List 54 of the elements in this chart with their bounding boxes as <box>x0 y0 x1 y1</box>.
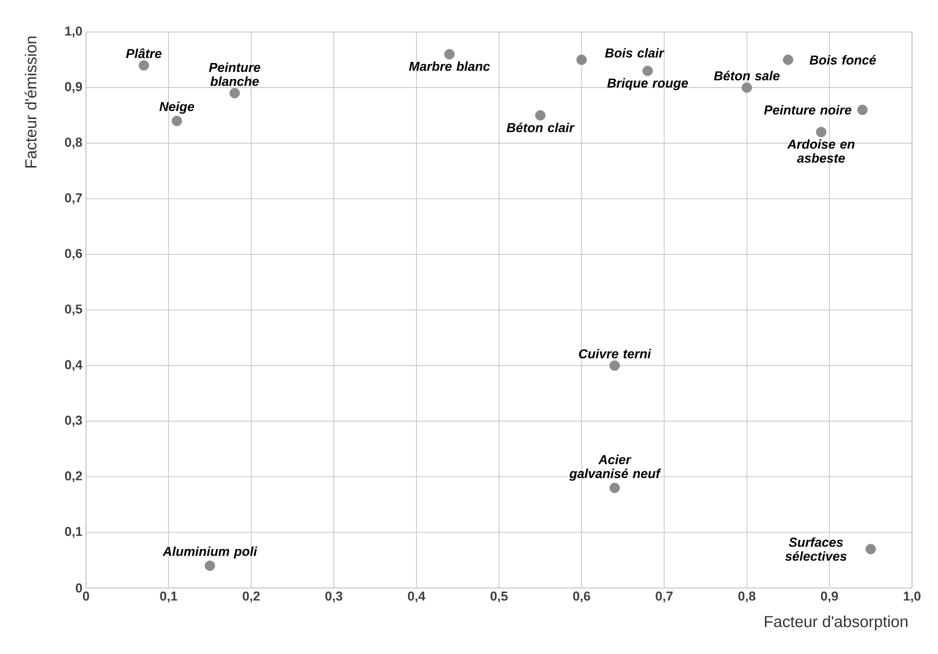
point <box>642 66 653 76</box>
annotation: Marbre blanc <box>409 61 490 71</box>
annotation: Cuivre terni <box>578 348 652 358</box>
point <box>609 482 620 494</box>
x-tick-label: 1,0 <box>904 592 920 603</box>
x-tick-label: 0,4 <box>408 592 426 603</box>
annotation: Aluminium poli <box>162 546 258 559</box>
point <box>742 82 752 93</box>
x-tick-label: 0,3 <box>325 592 342 603</box>
annotation: Plâtre <box>126 48 162 58</box>
y-tick-label: 0,1 <box>65 526 82 538</box>
y-tick-label: 1,0 <box>65 26 82 38</box>
annotation: Brique rouge <box>607 78 688 90</box>
x-tick-label: 0,9 <box>820 592 838 603</box>
point <box>535 110 546 121</box>
y-tick-label: 0,4 <box>65 360 82 372</box>
annotation: Peinture noire <box>764 105 852 115</box>
point <box>229 88 240 98</box>
x-axis-title: Facteur d'absorption <box>764 616 908 630</box>
y-tick-label: 0,2 <box>65 471 82 482</box>
y-tick-label: 0,5 <box>65 304 82 316</box>
point <box>866 544 876 554</box>
annotation: Bois foncé <box>810 54 876 65</box>
y-tick-label: 0,3 <box>65 416 82 427</box>
point <box>172 116 182 126</box>
annotation: Béton sale <box>714 70 780 80</box>
x-tick-label: 0,6 <box>573 592 590 603</box>
point <box>204 560 216 571</box>
x-tick-label: 0,1 <box>160 592 178 603</box>
annotation: Bois clair <box>605 48 664 58</box>
y-tick-label: 0,6 <box>65 248 82 260</box>
point <box>857 104 868 116</box>
x-tick-label: 0,5 <box>490 592 508 603</box>
x-tick-label: 0,8 <box>738 592 756 603</box>
point <box>782 54 794 65</box>
x-tick-label: 0 <box>82 592 90 601</box>
point <box>444 49 455 60</box>
point <box>609 360 620 371</box>
x-tick-label: 0,7 <box>656 592 673 603</box>
annotation: Béton clair <box>506 122 575 132</box>
y-axis-title: Facteur d'émission <box>24 36 36 168</box>
y-tick-label: 0,7 <box>65 193 82 204</box>
annotation: Peinture blanche <box>209 62 260 86</box>
point <box>816 126 826 138</box>
y-tick-label: 0 <box>76 583 82 593</box>
y-tick-label: 0,8 <box>65 138 82 149</box>
annotation: Surfaces sélectives <box>785 537 847 561</box>
y-tick-label: 0,9 <box>65 82 82 94</box>
point <box>138 60 150 71</box>
point <box>576 54 587 65</box>
x-tick-label: 0,2 <box>242 592 260 603</box>
annotation: Ardoise en asbeste <box>787 139 854 163</box>
annotation: Neige <box>159 102 194 114</box>
annotation: Acier galvanisé neuf <box>569 454 662 481</box>
